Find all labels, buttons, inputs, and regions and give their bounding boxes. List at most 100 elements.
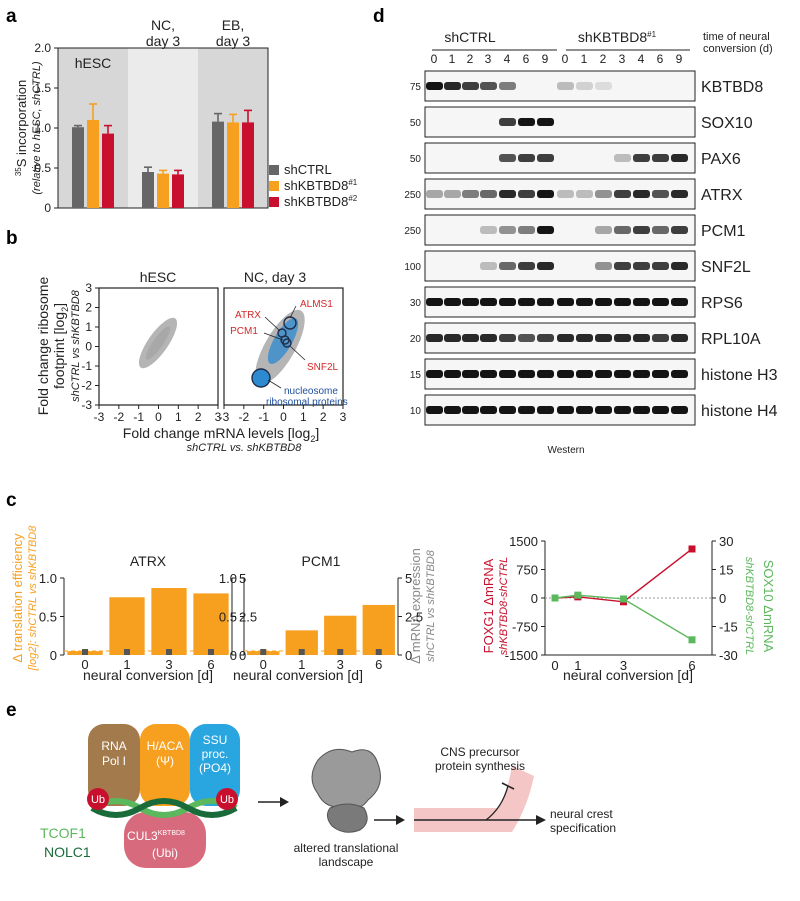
b-pointer-snf2l: [289, 345, 306, 361]
e-nc-1: neural crest: [550, 807, 613, 821]
d-lane-label: 2: [600, 52, 607, 66]
b-ytick-label: -1: [81, 359, 92, 373]
d-band: [633, 190, 650, 198]
d-mw-label: 10: [410, 406, 422, 417]
e-ribosome: [311, 748, 381, 833]
d-band: [518, 370, 535, 378]
b-label-snf2l: SNF2L: [307, 362, 339, 373]
b-ylabel-2-text: footprint [log: [51, 312, 67, 389]
d-band: [652, 154, 669, 162]
d-band: [426, 298, 443, 306]
b-ytick-label: 3: [85, 281, 92, 295]
d-band: [576, 298, 593, 306]
e-box-cul3: [124, 812, 206, 868]
b-hesc-core: [145, 326, 171, 360]
c-line-right-sub: shKBTBD8-shCTRL: [743, 557, 755, 655]
b-xtick-label: 0: [280, 410, 287, 424]
c-mrna-bar: [124, 649, 130, 655]
d-blot-label: SOX10: [701, 115, 753, 132]
e-helix-tcof1: [90, 798, 238, 818]
c-xtick-label: 6: [375, 657, 382, 672]
d-band: [595, 82, 612, 90]
d-lane-label: 9: [542, 52, 549, 66]
c-te-bar: [109, 597, 145, 655]
c-line-xtick-label: 3: [620, 658, 627, 673]
d-band: [518, 118, 535, 126]
c-line-right-tick-label: 0: [719, 591, 726, 606]
a-bar: [242, 122, 254, 208]
d-band: [426, 334, 443, 342]
b-ytick-label: -3: [81, 398, 92, 412]
d-band: [499, 118, 516, 126]
e-cul3-text: CUL3: [127, 829, 158, 843]
d-band: [426, 370, 443, 378]
d-blot-label: RPS6: [701, 295, 743, 312]
d-group-kd-sup: #1: [647, 30, 656, 39]
d-band: [652, 298, 669, 306]
d-band: [671, 406, 688, 414]
b-xtick-label: 1: [300, 410, 307, 424]
d-blot-label: KBTBD8: [701, 79, 763, 96]
d-band: [480, 190, 497, 198]
d-band: [518, 154, 535, 162]
a-bar: [102, 133, 114, 208]
d-band: [652, 406, 669, 414]
b-label-ribosomal: ribosomal proteins: [266, 397, 348, 408]
a-ylabel-sub: (relative to hESC, shCTRL): [31, 61, 43, 195]
d-lane-label: 1: [449, 52, 456, 66]
d-mw-label: 15: [410, 370, 422, 381]
e-cns-2: protein synthesis: [435, 759, 525, 773]
e-box-haca: [140, 724, 190, 806]
b-pointer-ribo: [267, 379, 282, 389]
c-line-left-tick-label: -1500: [505, 648, 538, 663]
b-ytick-label: 2: [85, 301, 92, 315]
b-hit-alms1: [283, 316, 297, 330]
e-box-ssu-3: (PO4): [199, 761, 231, 775]
c-xtick-label: 3: [165, 657, 172, 672]
legend-kd2-sup: #2: [348, 194, 357, 203]
a-ytick-label: 1.5: [34, 81, 51, 95]
d-band: [557, 334, 574, 342]
d-band: [499, 262, 516, 270]
c-line-left-tick-label: 0: [531, 591, 538, 606]
panel-label-c: c: [6, 490, 17, 511]
d-band: [595, 190, 612, 198]
d-band: [444, 370, 461, 378]
b-xtick-label: 3: [340, 410, 347, 424]
b-xtick-label: -2: [238, 410, 249, 424]
d-band: [671, 226, 688, 234]
d-band: [499, 334, 516, 342]
d-band: [614, 262, 631, 270]
c-left-tick-label: 0: [230, 648, 237, 663]
d-band: [633, 262, 650, 270]
d-mw-label: 100: [404, 262, 421, 273]
d-mw-label: 250: [404, 226, 421, 237]
c-xtick-label: 0: [81, 657, 88, 672]
b-ytick-label: -2: [81, 379, 92, 393]
d-band: [462, 406, 479, 414]
d-mw-label: 50: [410, 118, 422, 129]
d-band: [444, 82, 461, 90]
c-line-right-tick-label: -30: [719, 648, 738, 663]
d-lane-label: 9: [676, 52, 683, 66]
a-ylabel-rest: S incorporation: [14, 80, 29, 167]
d-band: [480, 406, 497, 414]
panel-c: Δ translation efficiency [log2]: shCTRL …: [10, 525, 776, 683]
c-line-left-tick-label: 1500: [509, 534, 538, 549]
d-band: [671, 154, 688, 162]
c-bar-title: ATRX: [130, 553, 167, 569]
e-nc-arrow-head: [536, 815, 546, 825]
c-line-left-sub: shKBTBD8-shCTRL: [498, 557, 510, 655]
c-pcm1-chart: PCM1 0 0.5 1.0 0 2.5 5 0 1 3 6: [219, 553, 423, 672]
e-ribo-large: [311, 748, 381, 809]
c-line-right-tick-label: 15: [719, 563, 733, 578]
d-lane-label: 6: [657, 52, 664, 66]
b-xtick-label: 3: [215, 410, 222, 424]
b-label-nucleosome: nucleosome: [284, 386, 338, 397]
e-nolc1: NOLC1: [44, 844, 91, 860]
legend-kd1-sup: #1: [348, 178, 357, 187]
e-cul3-sup: KBTBD8: [158, 830, 185, 837]
c-mrna-bar: [166, 649, 172, 655]
